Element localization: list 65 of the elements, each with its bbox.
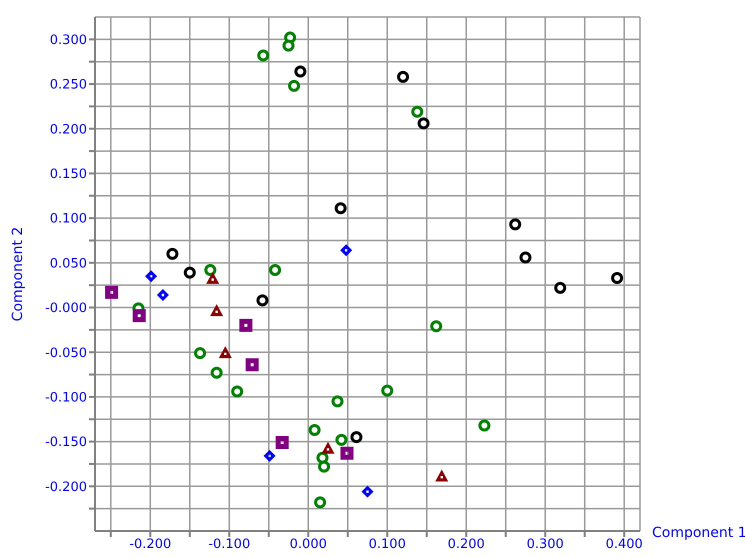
point [554, 282, 566, 294]
point [276, 436, 289, 450]
point [334, 202, 347, 214]
point [350, 431, 362, 444]
point [210, 366, 223, 379]
point [239, 318, 252, 332]
point [105, 286, 118, 299]
y-tick-label: -0.050 [45, 346, 87, 361]
point [611, 272, 624, 284]
point [411, 106, 424, 118]
point [184, 266, 196, 279]
point [206, 272, 220, 284]
y-tick-label: 0.200 [50, 122, 87, 138]
point [340, 446, 354, 460]
x-tick-label: 0.000 [290, 537, 327, 552]
point [294, 66, 306, 78]
point [156, 289, 169, 302]
point [282, 40, 295, 52]
x-tick-label: -0.200 [129, 537, 172, 552]
point [308, 424, 321, 436]
y-tick-label: 0.100 [50, 212, 87, 227]
point [381, 384, 394, 397]
point [132, 309, 146, 322]
point [231, 386, 244, 398]
point [257, 49, 270, 62]
point [331, 395, 344, 408]
point [269, 264, 282, 276]
point [335, 434, 348, 446]
y-tick-label: 0.050 [50, 256, 87, 272]
y-tick-label: -0.150 [45, 435, 87, 450]
point [519, 251, 532, 264]
point [478, 420, 490, 432]
x-tick-label: 0.200 [448, 537, 485, 552]
point [194, 347, 206, 360]
y-tick-label: -0.000 [45, 301, 87, 316]
point [397, 70, 410, 83]
x-axis-title: Component 1 [652, 525, 745, 541]
y-axis-title: Component 2 [10, 226, 26, 322]
x-tick-label: 0.400 [606, 537, 643, 552]
x-tick-label: 0.300 [526, 537, 564, 552]
point [210, 304, 224, 316]
y-tick-label: 0.250 [50, 78, 87, 93]
point [435, 469, 448, 482]
y-tick-label: 0.300 [50, 32, 87, 48]
point [264, 450, 276, 462]
point [204, 264, 216, 276]
point [340, 244, 352, 256]
point [288, 80, 300, 92]
y-tick-label: -0.200 [45, 480, 87, 495]
y-tick-label: 0.150 [50, 167, 87, 182]
point [318, 460, 330, 473]
x-tick-label: 0.100 [368, 537, 406, 552]
point [145, 270, 158, 282]
point [322, 442, 335, 454]
point [218, 346, 232, 358]
y-tick-label: -0.100 [45, 390, 87, 406]
point [166, 248, 178, 260]
point [418, 117, 430, 130]
point [256, 294, 268, 306]
point [509, 218, 522, 230]
point [246, 358, 259, 372]
point [362, 486, 374, 498]
point [314, 496, 326, 508]
point [430, 320, 442, 332]
x-tick-label: -0.100 [208, 537, 250, 552]
